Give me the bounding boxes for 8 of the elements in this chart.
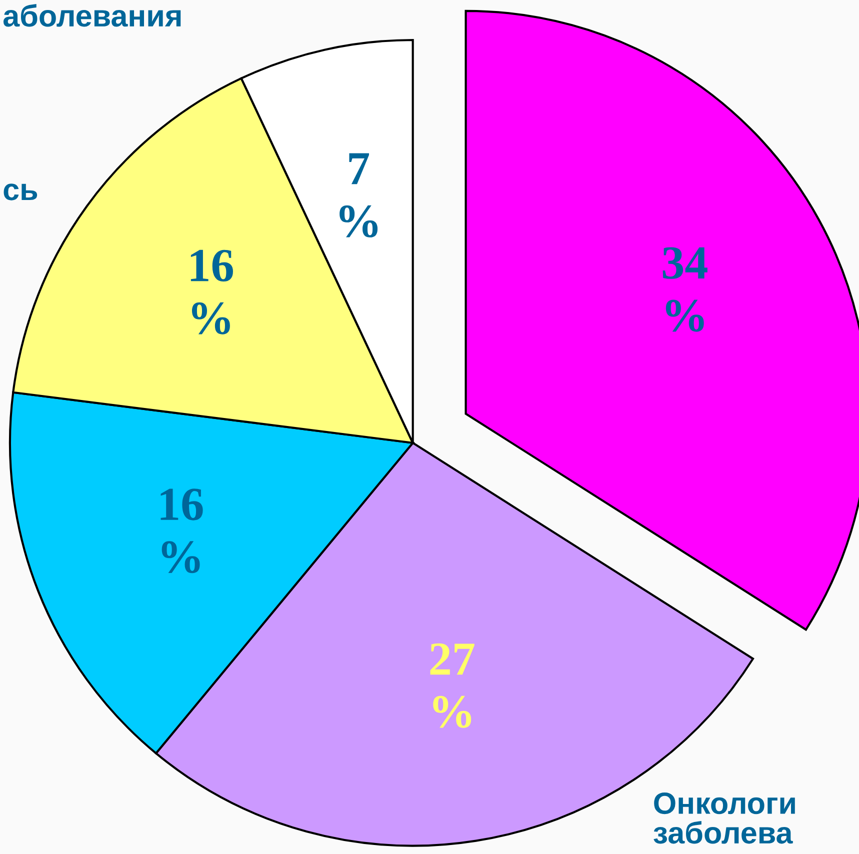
data-label: 16 % [190, 250, 233, 334]
data-label: 34 % [662, 247, 708, 332]
data-label: 7 % [340, 153, 378, 238]
text: сь [4, 184, 38, 200]
text: Онкологи заболева [654, 792, 795, 844]
data-label: 27 % [430, 643, 474, 728]
text: аболевания [3, 4, 181, 27]
data-label: 16 % [160, 488, 203, 574]
